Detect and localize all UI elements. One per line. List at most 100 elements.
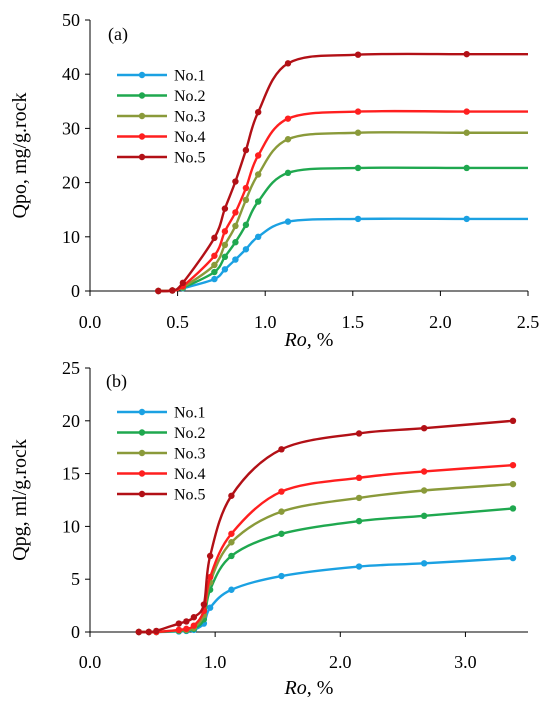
data-point	[211, 268, 218, 276]
legend-marker	[138, 449, 146, 457]
data-point	[254, 171, 262, 178]
legend-marker	[138, 408, 146, 416]
x-axis-title-italic: Ro	[284, 329, 307, 351]
legend-label: No.1	[174, 68, 206, 85]
data-point	[420, 512, 428, 520]
data-point	[284, 60, 292, 67]
data-point	[463, 164, 470, 172]
data-point	[221, 266, 229, 273]
series-no5	[155, 50, 529, 295]
data-point	[463, 129, 470, 136]
data-point	[509, 554, 517, 562]
data-point	[420, 560, 428, 567]
x-axis-title-unit: , %	[307, 677, 334, 699]
legend-label: No.3	[174, 446, 206, 463]
legend: No.1 No.2 No.3 No.4 No.5	[117, 68, 206, 167]
data-point	[175, 620, 183, 627]
data-point	[232, 178, 239, 185]
x-axis-title: Ro, %	[284, 677, 334, 699]
data-point	[221, 228, 229, 235]
data-point	[355, 517, 363, 525]
legend-label: No.2	[174, 425, 206, 442]
data-point	[254, 152, 262, 159]
x-tick-label: 2.0	[329, 652, 352, 672]
x-tick-label: 0.5	[166, 312, 189, 332]
legend-label: No.2	[174, 88, 206, 105]
data-point	[183, 625, 190, 633]
data-point	[242, 146, 250, 154]
data-point	[354, 215, 362, 223]
data-point	[278, 446, 285, 453]
data-point	[354, 108, 362, 115]
data-point	[355, 563, 363, 570]
series-no5	[135, 417, 517, 636]
x-axis-title: Ro, %	[284, 329, 334, 351]
data-point	[175, 626, 183, 634]
legend-marker	[138, 133, 146, 140]
panel-label: (a)	[108, 24, 128, 45]
y-tick-label: 10	[62, 516, 80, 536]
y-axis-title: Qpo, mg/g.rock	[9, 92, 31, 218]
data-point	[355, 430, 363, 437]
data-point	[463, 50, 470, 58]
legend-entry: No.5	[117, 487, 206, 504]
x-tick-label: 1.0	[254, 312, 277, 332]
data-point	[354, 164, 362, 172]
data-point	[179, 279, 187, 287]
legend-label: No.5	[174, 150, 206, 167]
data-point	[206, 573, 214, 581]
data-point	[228, 552, 235, 560]
legend-entry: No.4	[117, 129, 206, 146]
data-point	[509, 505, 517, 512]
legend-entry: No.3	[117, 446, 206, 463]
legend-entry: No.4	[117, 466, 206, 483]
legend-marker	[138, 429, 146, 436]
data-point	[254, 108, 262, 116]
y-tick-label: 50	[62, 10, 80, 30]
data-point	[232, 209, 239, 216]
legend-label: No.1	[174, 405, 206, 422]
series-no3	[135, 480, 517, 636]
data-point	[221, 241, 229, 249]
data-point	[135, 628, 143, 636]
data-point	[221, 253, 229, 261]
data-point	[420, 468, 428, 475]
data-point	[200, 601, 208, 608]
data-point	[278, 530, 285, 537]
data-point	[355, 474, 363, 482]
data-point	[284, 115, 292, 122]
chart-panel-a: 0 10 20 30 40 50 0.0 0.5 1.0 1.5 2.0 2.5 Qpo, mg/g.r…	[9, 10, 539, 351]
x-axis-title-unit: , %	[307, 329, 334, 351]
data-point	[211, 234, 218, 242]
y-axis-title: Qpg, ml/g.rock	[9, 439, 31, 561]
legend-label: No.3	[174, 109, 206, 126]
data-point	[420, 424, 428, 432]
x-tick-label: 0.0	[79, 312, 102, 332]
data-point	[509, 461, 517, 469]
panel-label: (b)	[106, 371, 127, 392]
x-tick-label: 3.0	[454, 652, 477, 672]
data-point	[242, 246, 250, 253]
legend-entry: No.3	[117, 109, 206, 126]
data-point	[284, 136, 292, 143]
data-point	[228, 586, 235, 593]
legend-marker	[138, 92, 146, 99]
legend: No.1 No.2 No.3 No.4 No.5	[117, 405, 206, 504]
data-point	[463, 215, 470, 223]
legend-entry: No.1	[117, 68, 206, 85]
legend-marker	[138, 112, 146, 120]
y-tick-label: 20	[62, 411, 80, 431]
y-tick-label: 20	[62, 173, 80, 193]
y-tick-label: 0	[71, 622, 80, 642]
data-point	[354, 51, 362, 58]
data-point	[228, 539, 235, 546]
data-point	[232, 239, 239, 246]
data-point	[254, 198, 262, 205]
data-point	[155, 287, 162, 295]
data-point	[509, 417, 517, 424]
legend-entry: No.1	[117, 405, 206, 422]
data-point	[284, 169, 292, 177]
data-point	[278, 488, 285, 495]
legend-marker	[138, 153, 146, 161]
series-line	[138, 556, 514, 634]
